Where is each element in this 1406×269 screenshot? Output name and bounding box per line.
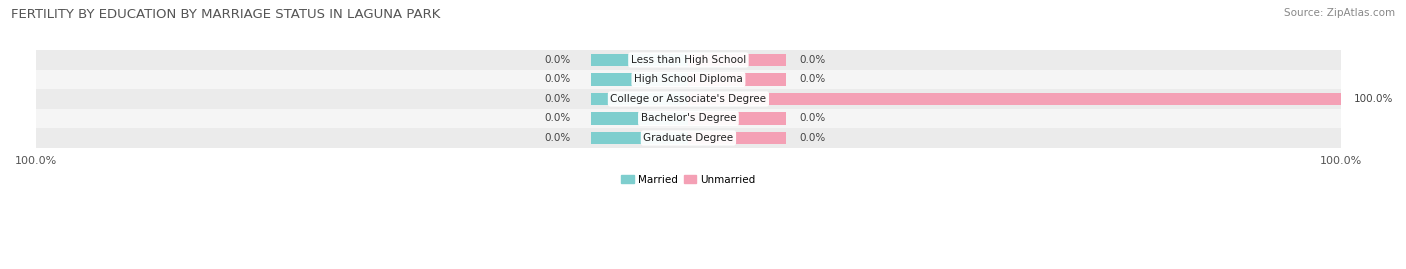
Text: 0.0%: 0.0%: [544, 114, 571, 123]
Bar: [591, 54, 689, 66]
Bar: [689, 132, 786, 144]
Text: 0.0%: 0.0%: [800, 114, 825, 123]
Bar: [591, 93, 689, 105]
Legend: Married, Unmarried: Married, Unmarried: [617, 171, 761, 189]
Bar: [689, 54, 786, 66]
Bar: [37, 89, 1341, 109]
Text: 0.0%: 0.0%: [800, 75, 825, 84]
Text: 100.0%: 100.0%: [1354, 94, 1393, 104]
Bar: [591, 132, 689, 144]
Bar: [37, 109, 1341, 128]
Text: 0.0%: 0.0%: [544, 55, 571, 65]
Bar: [591, 73, 689, 86]
Text: FERTILITY BY EDUCATION BY MARRIAGE STATUS IN LAGUNA PARK: FERTILITY BY EDUCATION BY MARRIAGE STATU…: [11, 8, 440, 21]
Bar: [689, 112, 786, 125]
Text: Graduate Degree: Graduate Degree: [644, 133, 734, 143]
Text: Less than High School: Less than High School: [631, 55, 747, 65]
Text: Source: ZipAtlas.com: Source: ZipAtlas.com: [1284, 8, 1395, 18]
Text: 0.0%: 0.0%: [544, 133, 571, 143]
Text: Bachelor's Degree: Bachelor's Degree: [641, 114, 737, 123]
Text: High School Diploma: High School Diploma: [634, 75, 742, 84]
Bar: [37, 128, 1341, 148]
Bar: [37, 70, 1341, 89]
Bar: [689, 73, 786, 86]
Bar: [37, 50, 1341, 70]
Bar: [689, 93, 1341, 105]
Text: 0.0%: 0.0%: [800, 55, 825, 65]
Bar: [591, 112, 689, 125]
Text: 0.0%: 0.0%: [800, 133, 825, 143]
Text: College or Associate's Degree: College or Associate's Degree: [610, 94, 766, 104]
Text: 0.0%: 0.0%: [544, 75, 571, 84]
Text: 0.0%: 0.0%: [544, 94, 571, 104]
